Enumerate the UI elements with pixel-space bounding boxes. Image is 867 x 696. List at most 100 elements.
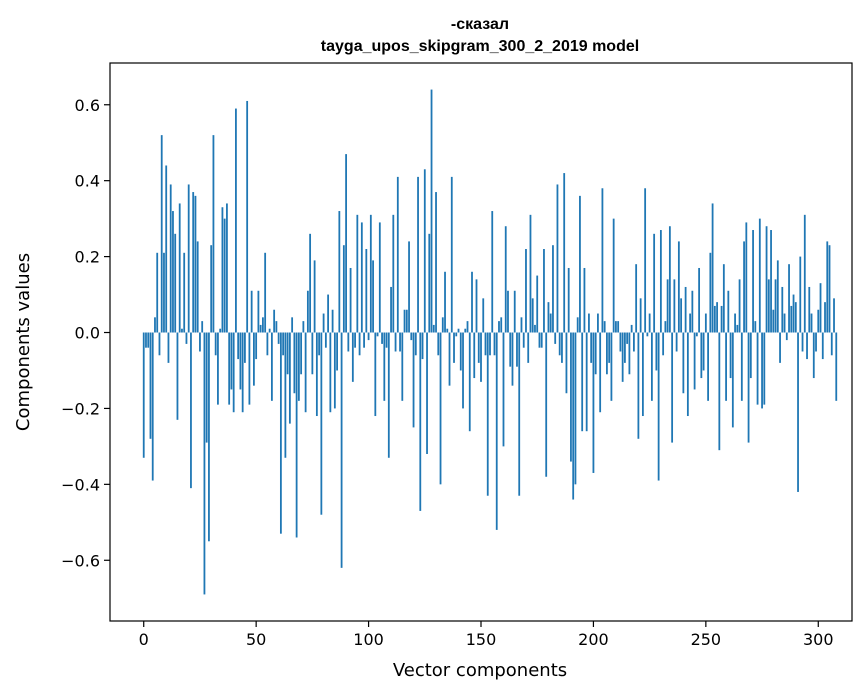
bar (336, 332, 338, 371)
bar (266, 332, 269, 356)
bar (644, 188, 647, 333)
bar (156, 252, 159, 333)
bar (149, 332, 152, 439)
bar (329, 332, 332, 413)
bar (570, 332, 572, 462)
bar (369, 214, 372, 333)
bar (567, 267, 570, 333)
bar (579, 195, 581, 333)
bar (653, 233, 656, 333)
bar (295, 332, 298, 538)
bar (410, 332, 413, 341)
bar (340, 332, 343, 568)
bar (500, 317, 503, 333)
bar (790, 305, 793, 333)
bar (745, 222, 748, 333)
bar (812, 332, 815, 379)
bar (516, 332, 518, 367)
bar (752, 230, 754, 333)
bar (792, 294, 795, 333)
bar (477, 332, 480, 363)
bar (423, 169, 426, 333)
bar (255, 332, 258, 360)
bar (244, 332, 246, 363)
bar (444, 271, 446, 333)
bar (691, 290, 694, 333)
bar (536, 275, 539, 333)
bar (833, 298, 835, 333)
x-tick-label: 150 (466, 630, 497, 649)
bar (801, 332, 804, 352)
y-tick-label: −0.6 (61, 551, 100, 570)
bar (610, 332, 613, 401)
bar (772, 309, 775, 333)
y-tick-label: 0.6 (75, 96, 100, 115)
bar (689, 313, 692, 333)
bar (711, 203, 714, 333)
bar (356, 214, 359, 333)
bar (761, 332, 763, 409)
bar (702, 332, 705, 371)
bar (327, 294, 330, 333)
bar (437, 332, 440, 356)
bar (385, 332, 388, 348)
bar (268, 328, 271, 333)
bar (803, 214, 806, 333)
bar (675, 332, 678, 352)
bar (412, 332, 415, 428)
bar (226, 203, 228, 333)
bar (794, 302, 797, 333)
bar (507, 290, 509, 333)
bar (608, 332, 611, 363)
bar (306, 290, 309, 333)
bar (709, 252, 712, 333)
bar (419, 332, 422, 511)
bar (270, 332, 273, 401)
bar (736, 324, 739, 333)
bar (331, 309, 334, 333)
bar (554, 332, 557, 344)
bar (543, 249, 545, 333)
x-tick-label: 200 (578, 630, 609, 649)
bar (677, 241, 680, 333)
bar (666, 279, 669, 333)
bar (673, 279, 676, 333)
bar (342, 245, 345, 333)
bar (360, 222, 363, 333)
bar (430, 89, 433, 333)
bar (435, 192, 437, 333)
bar (650, 332, 653, 401)
bar (405, 309, 408, 333)
bar (668, 226, 671, 333)
bar (217, 332, 219, 405)
bar (588, 313, 590, 333)
y-axis-ticks: −0.6 −0.4 −0.2 0.0 0.2 0.4 0.6 (61, 96, 110, 570)
bar (354, 332, 356, 348)
bar (684, 286, 687, 333)
bar (232, 332, 235, 413)
bar (704, 313, 707, 333)
bar (648, 313, 651, 333)
bar (502, 332, 505, 447)
bar (698, 267, 701, 333)
bar (408, 241, 410, 333)
bar (338, 211, 341, 333)
bar (635, 264, 638, 333)
bar (522, 332, 525, 348)
bar (403, 309, 406, 333)
bar (563, 173, 566, 333)
bar (376, 332, 379, 337)
bar (358, 332, 361, 356)
bar (671, 332, 674, 443)
bar (815, 332, 817, 352)
x-axis-ticks: 0 50 100 150 200 250 300 (139, 621, 834, 649)
bar (808, 286, 811, 333)
bar (727, 290, 730, 333)
bar (387, 332, 390, 458)
bar (374, 332, 377, 417)
bar (453, 332, 455, 363)
bar (824, 302, 826, 333)
bar (349, 267, 352, 333)
bar (367, 332, 370, 341)
bar (630, 324, 633, 333)
